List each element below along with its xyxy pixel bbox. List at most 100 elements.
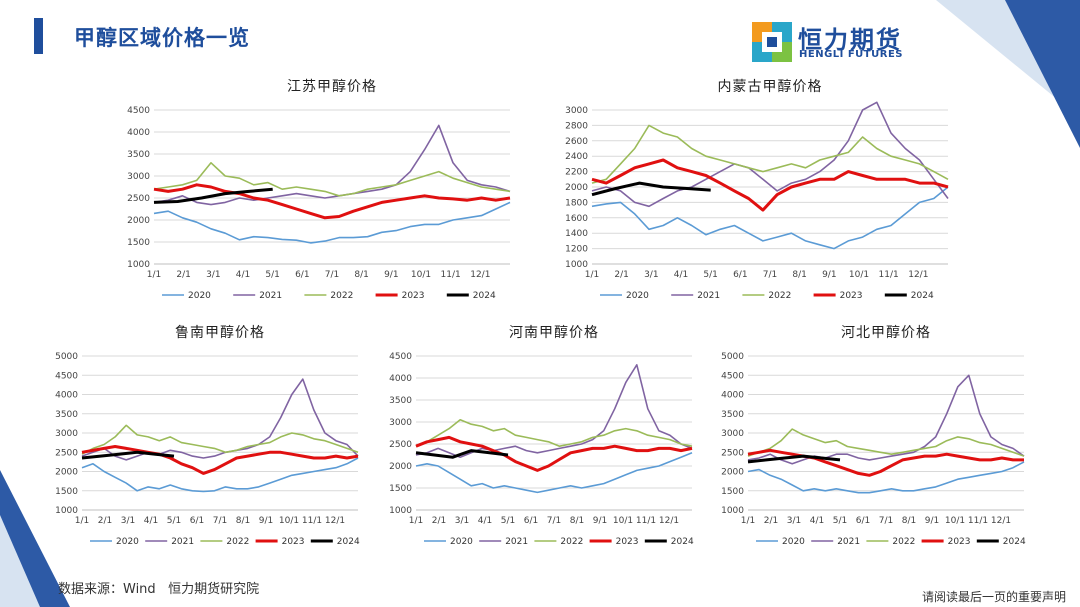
x-tick-label: 5/1 xyxy=(833,516,847,526)
x-tick-label: 11/1 xyxy=(441,270,461,280)
legend-label-2021: 2021 xyxy=(259,291,282,301)
series-line-2023 xyxy=(153,183,511,220)
x-tick-label: 3/1 xyxy=(206,270,220,280)
x-tick-label: 5/1 xyxy=(265,270,279,280)
x-tick-label: 10/1 xyxy=(945,516,965,526)
series-line-2024 xyxy=(415,449,509,459)
series-line-2022 xyxy=(415,419,693,447)
x-tick-label: 3/1 xyxy=(455,516,469,526)
legend-label-2021: 2021 xyxy=(171,537,194,547)
y-tick-label: 3000 xyxy=(721,429,744,439)
series-line-2020 xyxy=(591,186,949,250)
title-accent-bar xyxy=(34,18,43,54)
page-title: 甲醇区域价格一览 xyxy=(74,26,250,50)
x-tick-label: 7/1 xyxy=(879,516,893,526)
chart-svg: 1000 1500 2000 2500 3000 3500 4000 4500 5000 1/1 2… xyxy=(721,352,1026,547)
y-tick-label: 3500 xyxy=(721,410,744,420)
x-tick-label: 12/1 xyxy=(470,270,490,280)
x-tick-label: 4/1 xyxy=(144,516,158,526)
chart-jiangsu: 江苏甲醇价格 1000 1500 2000 2500 3000 3500 4000 4500 1/… xyxy=(118,76,518,308)
chart-svg: 1000 1500 2000 2500 3000 3500 4000 4500 1/1 2/1 3/… xyxy=(127,106,511,301)
legend-label-2022: 2022 xyxy=(330,291,353,301)
chart-svg: 1000 1500 2000 2500 3000 3500 4000 4500 5000 1/1 2… xyxy=(55,352,360,547)
legend-label-2024: 2024 xyxy=(911,291,934,301)
series-line-2021 xyxy=(415,363,693,458)
legend-label-2020: 2020 xyxy=(450,537,473,547)
series-line-2020 xyxy=(415,452,693,494)
legend-label-2023: 2023 xyxy=(616,537,639,547)
y-tick-label: 2600 xyxy=(565,137,588,147)
x-tick-label: 6/1 xyxy=(733,270,747,280)
x-tick-label: 11/1 xyxy=(879,270,899,280)
x-tick-label: 3/1 xyxy=(644,270,658,280)
series-line-2024 xyxy=(153,187,273,204)
x-tick-label: 9/1 xyxy=(259,516,273,526)
x-tick-label: 7/1 xyxy=(213,516,227,526)
x-tick-label: 11/1 xyxy=(636,516,656,526)
legend-label-2020: 2020 xyxy=(626,291,649,301)
y-tick-label: 2500 xyxy=(721,448,744,458)
x-tick-label: 6/1 xyxy=(295,270,309,280)
y-tick-label: 3500 xyxy=(55,410,78,420)
x-tick-label: 2/1 xyxy=(614,270,628,280)
x-tick-label: 12/1 xyxy=(991,516,1011,526)
y-tick-label: 1400 xyxy=(565,229,588,239)
chart-title: 内蒙古甲醇价格 xyxy=(717,79,823,95)
y-tick-label: 1000 xyxy=(127,260,150,270)
y-tick-label: 1500 xyxy=(721,487,744,497)
series-line-2021 xyxy=(81,378,359,461)
y-tick-label: 1500 xyxy=(127,238,150,248)
legend-label-2020: 2020 xyxy=(116,537,139,547)
x-tick-label: 4/1 xyxy=(810,516,824,526)
x-tick-label: 1/1 xyxy=(75,516,89,526)
y-tick-label: 1800 xyxy=(565,198,588,208)
series-line-2021 xyxy=(153,124,511,206)
series-line-2022 xyxy=(591,124,949,184)
y-tick-label: 1000 xyxy=(565,260,588,270)
y-tick-label: 3000 xyxy=(127,172,150,182)
legend-label-2022: 2022 xyxy=(768,291,791,301)
chart-svg: 1000 1200 1400 1600 1800 2000 2200 2400 2600 2800… xyxy=(565,101,949,301)
x-tick-label: 8/1 xyxy=(570,516,584,526)
y-tick-label: 2500 xyxy=(127,194,150,204)
y-tick-label: 4000 xyxy=(55,391,78,401)
chart-hebei: 河北甲醇价格 1000 1500 2000 2500 3000 3500 4000 4500 50… xyxy=(712,322,1032,554)
company-logo: 恒力期货 HENGLI FUTURES xyxy=(752,20,942,64)
y-tick-label: 2000 xyxy=(721,468,744,478)
x-tick-label: 5/1 xyxy=(703,270,717,280)
series-line-2023 xyxy=(415,435,693,472)
x-tick-label: 6/1 xyxy=(190,516,204,526)
legend-label-2022: 2022 xyxy=(226,537,249,547)
x-tick-label: 1/1 xyxy=(147,270,161,280)
logo-text-cn: 恒力期货 xyxy=(798,26,902,54)
chart-title: 鲁南甲醇价格 xyxy=(175,325,265,341)
x-tick-label: 5/1 xyxy=(167,516,181,526)
y-tick-label: 3500 xyxy=(389,396,412,406)
chart-henan: 河南甲醇价格 1000 1500 2000 2500 3000 3500 4000 4500 1/… xyxy=(380,322,700,554)
x-tick-label: 8/1 xyxy=(902,516,916,526)
series-line-2021 xyxy=(591,101,949,208)
y-tick-label: 2000 xyxy=(389,462,412,472)
y-tick-label: 5000 xyxy=(55,352,78,362)
logo-text-en: HENGLI FUTURES xyxy=(799,49,903,60)
x-tick-label: 6/1 xyxy=(524,516,538,526)
x-tick-label: 2/1 xyxy=(432,516,446,526)
x-tick-label: 5/1 xyxy=(501,516,515,526)
x-tick-label: 1/1 xyxy=(409,516,423,526)
chart-neimenggu: 内蒙古甲醇价格 1000 1200 1400 1600 1800 2000 2200 2400 2… xyxy=(556,76,956,308)
x-tick-label: 6/1 xyxy=(856,516,870,526)
disclaimer-note: 请阅读最后一页的重要声明 xyxy=(921,590,1066,604)
series-line-2023 xyxy=(591,158,949,212)
y-tick-label: 3000 xyxy=(55,429,78,439)
series-line-2022 xyxy=(153,162,511,197)
x-tick-label: 8/1 xyxy=(354,270,368,280)
legend-label-2023: 2023 xyxy=(402,291,425,301)
y-tick-label: 4000 xyxy=(389,374,412,384)
y-tick-label: 4000 xyxy=(127,128,150,138)
y-tick-label: 4500 xyxy=(127,106,150,116)
x-tick-label: 4/1 xyxy=(674,270,688,280)
x-tick-label: 10/1 xyxy=(279,516,299,526)
data-source-note: 数据来源：Wind 恒力期货研究院 xyxy=(58,582,260,597)
y-tick-label: 4000 xyxy=(721,391,744,401)
